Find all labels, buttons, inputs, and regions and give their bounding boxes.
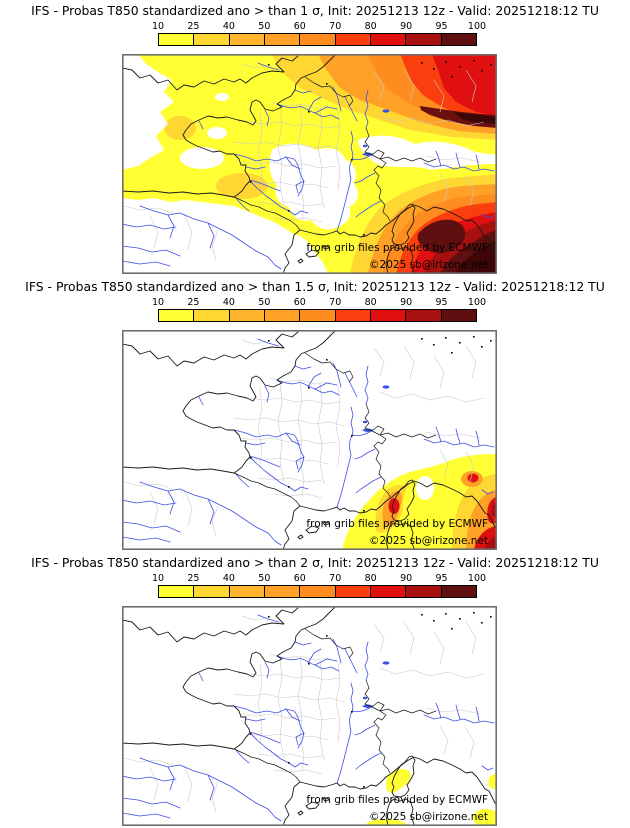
- colorbar-segment: [263, 310, 300, 321]
- map-canvas: from grib files provided by ECMWF ©2025 …: [122, 606, 497, 826]
- colorbar-segment: [405, 586, 441, 597]
- colorbar-tick-label: 70: [329, 20, 342, 32]
- colorbar-tick-label: 50: [258, 20, 271, 32]
- colorbar-tick-label: 90: [400, 296, 413, 308]
- colorbar-segment: [159, 34, 194, 45]
- colorbar-tick-label: 10: [151, 296, 165, 308]
- map-frame: [122, 330, 497, 550]
- colorbar-segment: [440, 34, 476, 45]
- colorbar-segment: [193, 310, 229, 321]
- attribution-copyright: ©2025 sb@irizone.net: [369, 535, 488, 547]
- colorbar: [158, 33, 477, 46]
- colorbar-segment: [334, 586, 370, 597]
- colorbar-segment: [299, 310, 335, 321]
- colorbar-tick-label: 100: [467, 20, 487, 32]
- colorbar-tick-label: 80: [364, 20, 377, 32]
- map-area: from grib files provided by ECMWF ©2025 …: [122, 54, 497, 274]
- colorbar-tick-label: 70: [329, 296, 342, 308]
- colorbar-segment: [159, 310, 194, 321]
- colorbar-tick-label: 60: [293, 572, 306, 584]
- colorbar-tick-label: 40: [222, 20, 235, 32]
- colorbar-segment: [405, 34, 441, 45]
- attribution-ecmwf: from grib files provided by ECMWF: [306, 242, 488, 254]
- colorbar-tick-label: 95: [435, 572, 448, 584]
- colorbar-ticks: 10 25 40 50 60 70 80 90 95 100: [0, 573, 630, 584]
- colorbar-tick-label: 25: [187, 572, 200, 584]
- colorbar-tick-label: 100: [467, 296, 487, 308]
- colorbar-tick-label: 60: [293, 20, 306, 32]
- colorbar-segment: [228, 34, 264, 45]
- colorbar: [158, 585, 477, 598]
- colorbar-tick-label: 90: [400, 20, 413, 32]
- colorbar-tick-label: 40: [222, 572, 235, 584]
- colorbar-segment: [369, 586, 406, 597]
- colorbar-ticks: 10 25 40 50 60 70 80 90 95 100: [0, 297, 630, 308]
- colorbar-segment: [228, 586, 264, 597]
- map-frame: [122, 54, 497, 274]
- colorbar-segment: [334, 310, 370, 321]
- colorbar-segment: [193, 34, 229, 45]
- colorbar-segment: [193, 586, 229, 597]
- colorbar-tick-label: 10: [151, 20, 165, 32]
- panel-sigma-2: IFS - Probas T850 standardized ano > tha…: [0, 552, 630, 828]
- probability-overlay: [366, 769, 497, 826]
- attribution-copyright: ©2025 sb@irizone.net: [369, 811, 488, 823]
- colorbar-tick-label: 10: [151, 572, 165, 584]
- panel-title: IFS - Probas T850 standardized ano > tha…: [31, 555, 599, 570]
- colorbar-tick-label: 80: [364, 572, 377, 584]
- colorbar-tick-label: 100: [467, 572, 487, 584]
- colorbar-tick-label: 90: [400, 572, 413, 584]
- colorbar-tick-label: 80: [364, 296, 377, 308]
- colorbar-segment: [299, 586, 335, 597]
- colorbar-segment: [369, 310, 406, 321]
- colorbar-tick-label: 40: [222, 296, 235, 308]
- colorbar-tick-label: 50: [258, 296, 271, 308]
- panel-sigma-1-5: IFS - Probas T850 standardized ano > tha…: [0, 276, 630, 552]
- panel-title: IFS - Probas T850 standardized ano > tha…: [31, 3, 599, 18]
- attribution-copyright: ©2025 sb@irizone.net: [369, 259, 488, 271]
- probability-overlay: [122, 54, 497, 274]
- map-area: from grib files provided by ECMWF ©2025 …: [122, 606, 497, 826]
- colorbar-tick-label: 50: [258, 572, 271, 584]
- colorbar-segment: [334, 34, 370, 45]
- colorbar-segment: [263, 34, 300, 45]
- map-frame: [122, 606, 497, 826]
- panel-title: IFS - Probas T850 standardized ano > tha…: [25, 279, 605, 294]
- map-canvas: from grib files provided by ECMWF ©2025 …: [122, 330, 497, 550]
- colorbar-tick-label: 95: [435, 20, 448, 32]
- map-area: from grib files provided by ECMWF ©2025 …: [122, 330, 497, 550]
- colorbar-tick-label: 95: [435, 296, 448, 308]
- colorbar-segment: [369, 34, 406, 45]
- colorbar-segment: [299, 34, 335, 45]
- base-map: [122, 606, 497, 826]
- colorbar-ticks: 10 25 40 50 60 70 80 90 95 100: [0, 21, 630, 32]
- colorbar-tick-label: 70: [329, 572, 342, 584]
- colorbar-segment: [440, 310, 476, 321]
- colorbar-segment: [263, 586, 300, 597]
- colorbar: [158, 309, 477, 322]
- panel-sigma-1: IFS - Probas T850 standardized ano > tha…: [0, 0, 630, 276]
- colorbar-segment: [440, 586, 476, 597]
- attribution-ecmwf: from grib files provided by ECMWF: [306, 518, 488, 530]
- colorbar-tick-label: 25: [187, 296, 200, 308]
- colorbar-tick-label: 60: [293, 296, 306, 308]
- map-canvas: from grib files provided by ECMWF ©2025 …: [122, 54, 497, 274]
- colorbar-segment: [159, 586, 194, 597]
- colorbar-tick-label: 25: [187, 20, 200, 32]
- colorbar-segment: [228, 310, 264, 321]
- attribution-ecmwf: from grib files provided by ECMWF: [306, 794, 488, 806]
- colorbar-segment: [405, 310, 441, 321]
